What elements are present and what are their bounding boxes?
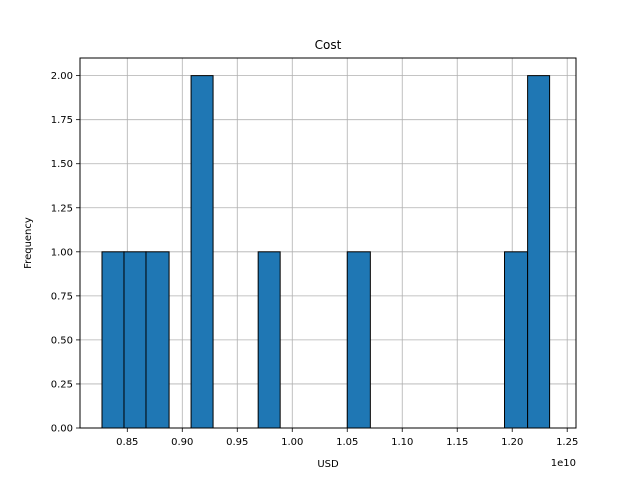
x-tick-label: 1.25 — [556, 437, 578, 448]
y-axis-title: Frequency — [23, 217, 34, 269]
y-tick-label: 1.75 — [51, 115, 73, 126]
histogram-bar — [101, 251, 125, 429]
y-tick-label: 1.00 — [51, 247, 73, 258]
x-offset-label: 1e10 — [551, 458, 576, 469]
x-tick-label: 1.10 — [391, 437, 413, 448]
y-tick-label: 0.50 — [51, 335, 73, 346]
x-tick-label: 1.05 — [336, 437, 358, 448]
y-tick-label: 1.25 — [51, 203, 73, 214]
histogram-bar — [145, 251, 170, 429]
y-tick-label: 0.25 — [51, 379, 73, 390]
histogram-bar — [123, 251, 147, 429]
x-tick-label: 0.90 — [171, 437, 193, 448]
histogram-bar — [527, 75, 551, 429]
y-tick-label: 0.75 — [51, 291, 73, 302]
histogram-bar — [346, 251, 371, 429]
x-tick-layer: 0.85 0.90 0.95 1.00 1.05 1.10 1.15 1.20 1.25 — [116, 428, 578, 448]
y-tick-label: 0.00 — [51, 424, 73, 435]
histogram-bar — [190, 75, 214, 429]
histogram-bar — [504, 251, 529, 429]
y-tick-label: 1.50 — [51, 159, 73, 170]
x-tick-label: 1.20 — [501, 437, 523, 448]
plot-frame — [79, 57, 577, 429]
x-axis-title: USD — [317, 459, 339, 470]
x-tick-label: 1.00 — [281, 437, 303, 448]
y-tick-label: 2.00 — [51, 71, 73, 82]
x-tick-label: 0.95 — [226, 437, 248, 448]
y-tick-layer: 0.00 0.25 0.50 0.75 1.00 1.25 1.50 1.75 2.00 — [51, 71, 80, 435]
histogram-bar — [257, 251, 281, 429]
x-tick-label: 0.85 — [116, 437, 138, 448]
chart-title: Cost — [315, 38, 342, 52]
x-tick-label: 1.15 — [446, 437, 468, 448]
